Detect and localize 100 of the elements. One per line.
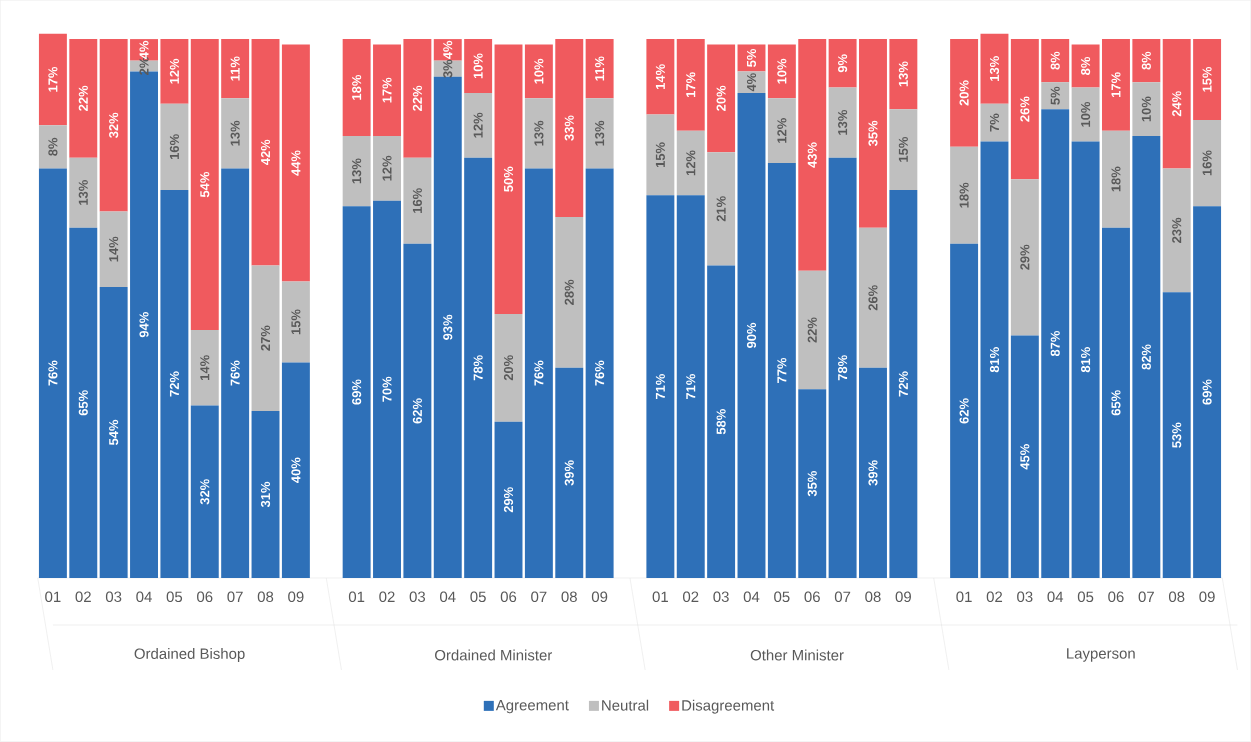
data-label: 18% (1111, 166, 1121, 192)
data-label: 94% (139, 312, 149, 338)
data-label: 16% (1202, 150, 1212, 176)
data-label: 78% (838, 355, 848, 381)
data-label: 15% (898, 137, 908, 162)
data-label: 14% (655, 64, 665, 90)
data-label: 32% (200, 479, 210, 505)
data-label: 10% (534, 58, 544, 84)
x-tick-label: 03 (409, 591, 426, 603)
data-label: 23% (1172, 217, 1182, 244)
data-label: 18% (959, 182, 969, 208)
data-label: 24% (1172, 91, 1182, 117)
x-tick-label: 03 (1017, 591, 1033, 603)
data-label: 78% (473, 355, 483, 381)
x-tick-label: 06 (197, 591, 213, 603)
data-label: 35% (807, 471, 817, 497)
text: Other Minister (750, 649, 844, 661)
data-label: 4% (746, 73, 757, 92)
data-label: 29% (503, 487, 514, 513)
data-label: 31% (260, 481, 271, 508)
x-tick-label: 06 (804, 591, 820, 603)
x-tick-label: 04 (1047, 591, 1064, 603)
x-tick-label: 01 (652, 591, 668, 603)
data-label: 76% (595, 360, 605, 386)
data-label: 90% (746, 322, 757, 349)
data-label: 21% (716, 196, 726, 222)
data-label: 32% (109, 112, 119, 139)
data-label: 54% (200, 172, 210, 198)
data-label: 27% (260, 325, 271, 351)
x-tick-label: 08 (865, 591, 881, 603)
data-label: 12% (169, 58, 179, 84)
data-label: 22% (78, 85, 88, 111)
data-label: 10% (1141, 96, 1151, 122)
x-tick-label: 09 (895, 591, 911, 603)
x-tick-label: 06 (500, 591, 517, 603)
x-tick-label: 05 (166, 591, 183, 603)
data-label: 15% (1202, 67, 1212, 92)
data-label: 17% (1111, 72, 1121, 98)
x-tick-label: 05 (470, 591, 486, 603)
x-tick-label: 09 (1199, 591, 1215, 603)
x-tick-label: 08 (1168, 591, 1185, 603)
data-label: 13% (898, 61, 908, 87)
data-label: 11% (595, 56, 605, 81)
x-tick-label: 07 (834, 591, 851, 603)
x-tick-label: 09 (288, 591, 304, 603)
data-label: 12% (473, 112, 483, 138)
data-label: 72% (169, 371, 179, 397)
data-label: 71% (655, 374, 665, 400)
x-tick-label: 02 (75, 591, 91, 603)
legend-label: Agreement (495, 700, 569, 714)
data-label: 53% (1172, 422, 1182, 448)
x-tick-label: 02 (379, 591, 395, 603)
data-label: 5% (746, 49, 757, 68)
data-label: 65% (78, 390, 88, 416)
data-label: 45% (1020, 444, 1030, 470)
x-tick-label: 07 (1138, 591, 1154, 603)
data-label: 8% (1050, 51, 1060, 70)
data-label: 4% (443, 40, 453, 60)
data-label: 65% (1111, 390, 1121, 416)
data-label: 12% (777, 118, 787, 143)
data-label: 16% (169, 134, 179, 160)
data-label: 43% (807, 142, 817, 168)
x-tick-label: 02 (683, 591, 699, 603)
data-label: 58% (716, 409, 726, 435)
data-label: 87% (1050, 331, 1060, 357)
data-label: 93% (443, 314, 453, 341)
data-label: 14% (109, 236, 119, 262)
data-label: 20% (503, 355, 514, 381)
data-label: 81% (1081, 347, 1091, 373)
x-tick-label: 05 (774, 591, 790, 603)
data-label: 42% (260, 139, 271, 166)
data-label: 13% (230, 120, 240, 146)
data-label: 9% (838, 54, 848, 73)
data-label: 12% (382, 155, 392, 181)
x-tick-label: 08 (561, 591, 577, 603)
data-label: 13% (534, 120, 544, 146)
x-tick-label: 05 (1077, 591, 1094, 603)
data-label: 18% (352, 75, 362, 100)
x-tick-label: 04 (743, 591, 760, 603)
data-label: 14% (200, 355, 210, 381)
data-label: 17% (686, 72, 696, 98)
x-tick-label: 03 (713, 591, 729, 603)
data-label: 20% (716, 85, 726, 111)
data-label: 33% (564, 115, 574, 141)
data-label: 20% (959, 80, 969, 106)
data-label: 13% (352, 158, 362, 184)
data-label: 69% (1202, 379, 1212, 405)
text: Layperson (1067, 648, 1135, 662)
data-label: 54% (109, 419, 119, 446)
data-label: 44% (291, 150, 301, 176)
x-tick-label: 03 (105, 591, 122, 603)
x-tick-label: 06 (1108, 591, 1124, 603)
x-tick-label: 09 (591, 591, 608, 603)
data-label: 22% (412, 85, 422, 111)
data-label: 76% (230, 360, 240, 386)
data-label: 10% (1081, 102, 1091, 127)
x-tick-label: 01 (45, 591, 61, 603)
data-label: 70% (382, 376, 392, 402)
data-label: 10% (777, 58, 787, 84)
x-tick-label: 02 (986, 591, 1003, 603)
